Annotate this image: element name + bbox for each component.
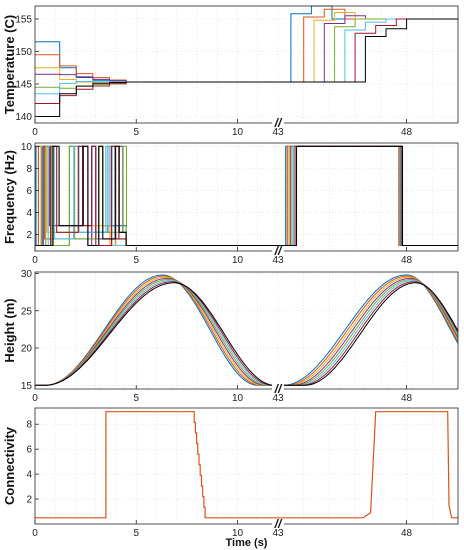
connectivity-x-tick-label: 0 bbox=[32, 528, 38, 539]
height-axes-frame bbox=[34, 271, 459, 390]
frequency-x-tick-label: 0 bbox=[32, 255, 38, 266]
temperature-y-tick-label: 145 bbox=[15, 80, 32, 91]
height-y-tick-label: 25 bbox=[21, 306, 33, 317]
height-panel: 15 20 25 30 0 5 10 43 48 // Height (m) bbox=[2, 269, 459, 404]
connectivity-x-tick-label: 10 bbox=[232, 528, 244, 539]
temperature-x-tick-label: 48 bbox=[401, 127, 413, 138]
frequency-x-tick-label: 48 bbox=[401, 255, 413, 266]
frequency-y-tick-label: 8 bbox=[26, 164, 32, 175]
temperature-panel: 140 145 150 155 0 5 10 43 48 // Temperature (C) bbox=[2, 5, 459, 138]
connectivity-x-tick-label: 5 bbox=[133, 528, 139, 539]
height-series-line bbox=[35, 274, 459, 386]
connectivity-axes-frame bbox=[34, 407, 459, 525]
height-y-axis-label: Height (m) bbox=[2, 298, 17, 362]
height-y-tick-label: 15 bbox=[21, 381, 33, 392]
connectivity-x-tick-label: 43 bbox=[272, 528, 284, 539]
height-x-tick-label: 10 bbox=[232, 393, 244, 404]
connectivity-break-mask bbox=[272, 519, 284, 529]
temperature-y-tick-label: 140 bbox=[15, 112, 32, 123]
connectivity-panel: 2 4 6 8 0 5 10 43 48 // Connectivity Time (s) bbox=[2, 407, 459, 549]
temperature-break-mask bbox=[272, 118, 284, 128]
height-x-tick-label: 43 bbox=[272, 393, 284, 404]
frequency-break-mask bbox=[272, 246, 284, 256]
frequency-y-axis-label: Frequency (Hz) bbox=[2, 150, 17, 244]
connectivity-x-axis-label: Time (s) bbox=[226, 537, 268, 549]
frequency-x-tick-label: 5 bbox=[133, 255, 139, 266]
height-x-tick-label: 0 bbox=[32, 393, 38, 404]
frequency-y-tick-label: 6 bbox=[26, 186, 32, 197]
connectivity-axis-break-mark: // bbox=[274, 517, 283, 531]
temperature-axes-frame bbox=[34, 5, 459, 124]
connectivity-series-line bbox=[35, 411, 458, 519]
height-x-tick-label: 48 bbox=[401, 393, 413, 404]
connectivity-plot-area bbox=[35, 408, 458, 524]
temperature-y-tick-label: 150 bbox=[15, 47, 32, 58]
frequency-y-tick-label: 10 bbox=[21, 142, 33, 153]
height-axis-break-mark: // bbox=[274, 382, 283, 396]
temperature-y-tick-label: 155 bbox=[15, 15, 32, 26]
temperature-x-tick-label: 5 bbox=[133, 127, 139, 138]
temperature-x-tick-label: 10 bbox=[232, 127, 244, 138]
temperature-series-line bbox=[35, 18, 458, 117]
temperature-x-tick-label: 43 bbox=[272, 127, 284, 138]
temperature-y-axis-label: Temperature (C) bbox=[2, 15, 17, 114]
height-y-tick-label: 20 bbox=[21, 344, 33, 355]
frequency-panel: 2 4 6 8 10 0 5 10 43 48 // Frequency (Hz) bbox=[2, 142, 459, 266]
connectivity-y-tick-label: 6 bbox=[26, 445, 32, 456]
temperature-plot-area bbox=[35, 6, 458, 123]
connectivity-x-tick-label: 48 bbox=[401, 528, 413, 539]
height-series-line bbox=[35, 282, 459, 386]
frequency-x-tick-label: 43 bbox=[272, 255, 284, 266]
height-x-tick-label: 5 bbox=[133, 393, 139, 404]
temperature-x-tick-label: 0 bbox=[32, 127, 38, 138]
height-y-tick-label: 30 bbox=[21, 269, 33, 280]
connectivity-y-tick-label: 2 bbox=[26, 495, 32, 506]
connectivity-y-tick-label: 4 bbox=[26, 470, 32, 481]
frequency-y-tick-label: 2 bbox=[26, 230, 32, 241]
temperature-axis-break-mark: // bbox=[274, 116, 283, 130]
frequency-axis-break-mark: // bbox=[274, 244, 283, 258]
connectivity-y-tick-label: 8 bbox=[26, 420, 32, 431]
frequency-axes-frame bbox=[34, 142, 459, 252]
height-break-mask bbox=[272, 384, 284, 394]
frequency-series-line bbox=[35, 145, 458, 247]
frequency-series-line bbox=[35, 145, 458, 247]
frequency-x-tick-label: 10 bbox=[232, 255, 244, 266]
frequency-y-tick-label: 4 bbox=[26, 208, 32, 219]
connectivity-y-axis-label: Connectivity bbox=[2, 426, 17, 505]
